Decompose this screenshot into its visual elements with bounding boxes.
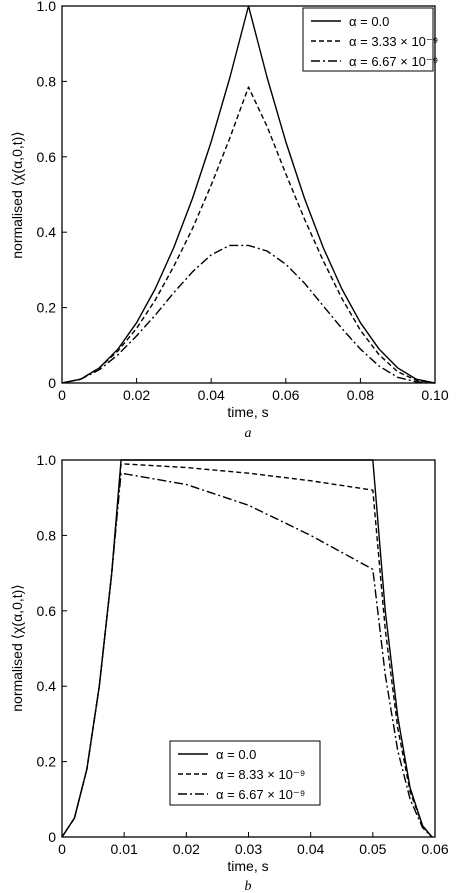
legend-a: α = 0.0 α = 3.33 × 10⁻⁹ α = 6.67 × 10⁻⁹: [302, 7, 438, 72]
y-axis-label-a: normalised ⟨χ(α,0,t)⟩: [9, 131, 25, 259]
x-tick-label-a: 0: [58, 387, 66, 403]
x-tick-label-a: 0.08: [347, 387, 374, 403]
series-line-a-2: [61, 86, 436, 384]
y-tick-label-b: 1.0: [37, 452, 57, 468]
x-tick-label-b: 0.01: [111, 841, 138, 857]
series-line-a-1: [61, 5, 436, 384]
x-tick-label-b: 0.04: [297, 841, 324, 857]
series-line-b-2: [61, 463, 433, 838]
y-tick-label-a: 0.2: [37, 300, 57, 316]
x-ticks-b: 0 0.01 0.02 0.03 0.04 0.05 0.06: [58, 832, 449, 857]
x-axis-label-b: time, s: [227, 858, 268, 874]
x-tick-label-b: 0.03: [235, 841, 262, 857]
legend-label-b-3: α = 6.67 × 10⁻⁹: [216, 787, 305, 802]
x-tick-label-b: 0.06: [421, 841, 448, 857]
chart-panel-b: 0 0.01 0.02 0.03 0.04 0.05 0.06 0 0.2 0.4 0.6 0.8 1…: [9, 452, 449, 893]
legend-label-a-3: α = 6.67 × 10⁻⁹: [349, 54, 438, 69]
legend-label-a-2: α = 3.33 × 10⁻⁹: [349, 34, 438, 49]
x-tick-label-b: 0.05: [359, 841, 386, 857]
series-lines-a: [61, 5, 436, 384]
x-ticks-a: 0 0.02 0.04 0.06 0.08 0.10: [58, 378, 449, 403]
x-tick-label-b: 0: [58, 841, 66, 857]
y-ticks-b: 0 0.2 0.4 0.6 0.8 1.0: [37, 452, 67, 845]
x-axis-label-a: time, s: [227, 404, 268, 420]
y-tick-label-b: 0.8: [37, 527, 57, 543]
series-line-a-3: [61, 244, 436, 384]
panel-label-b: b: [245, 879, 252, 893]
series-line-b-1: [61, 459, 433, 838]
series-lines-b: [61, 459, 433, 838]
x-tick-label-a: 0.06: [272, 387, 299, 403]
x-tick-label-a: 0.04: [198, 387, 225, 403]
y-tick-label-a: 0: [48, 375, 56, 391]
legend-b: α = 0.0 α = 8.33 × 10⁻⁹ α = 6.67 × 10⁻⁹: [169, 740, 321, 806]
y-tick-label-b: 0.6: [37, 603, 57, 619]
y-tick-label-a: 1.0: [37, 0, 57, 14]
legend-label-b-1: α = 0.0: [216, 747, 256, 762]
x-tick-label-a: 0.02: [123, 387, 150, 403]
chart-panel-a: 0 0.02 0.04 0.06 0.08 0.10 0 0.2 0.4 0.6 0.8 1.0 t…: [9, 0, 449, 441]
y-tick-label-b: 0: [48, 829, 56, 845]
y-tick-label-a: 0.6: [37, 149, 57, 165]
legend-label-b-2: α = 8.33 × 10⁻⁹: [216, 767, 305, 782]
y-tick-label-b: 0.4: [37, 678, 57, 694]
x-tick-label-a: 0.10: [421, 387, 448, 403]
y-tick-label-a: 0.8: [37, 73, 57, 89]
y-tick-label-a: 0.4: [37, 224, 57, 240]
y-axis-label-b: normalised ⟨χ(α,0,t)⟩: [9, 584, 25, 712]
legend-label-a-1: α = 0.0: [349, 14, 389, 29]
panel-label-a: a: [245, 426, 252, 441]
x-tick-label-b: 0.02: [173, 841, 200, 857]
y-tick-label-b: 0.2: [37, 754, 57, 770]
y-ticks-a: 0 0.2 0.4 0.6 0.8 1.0: [37, 0, 67, 391]
